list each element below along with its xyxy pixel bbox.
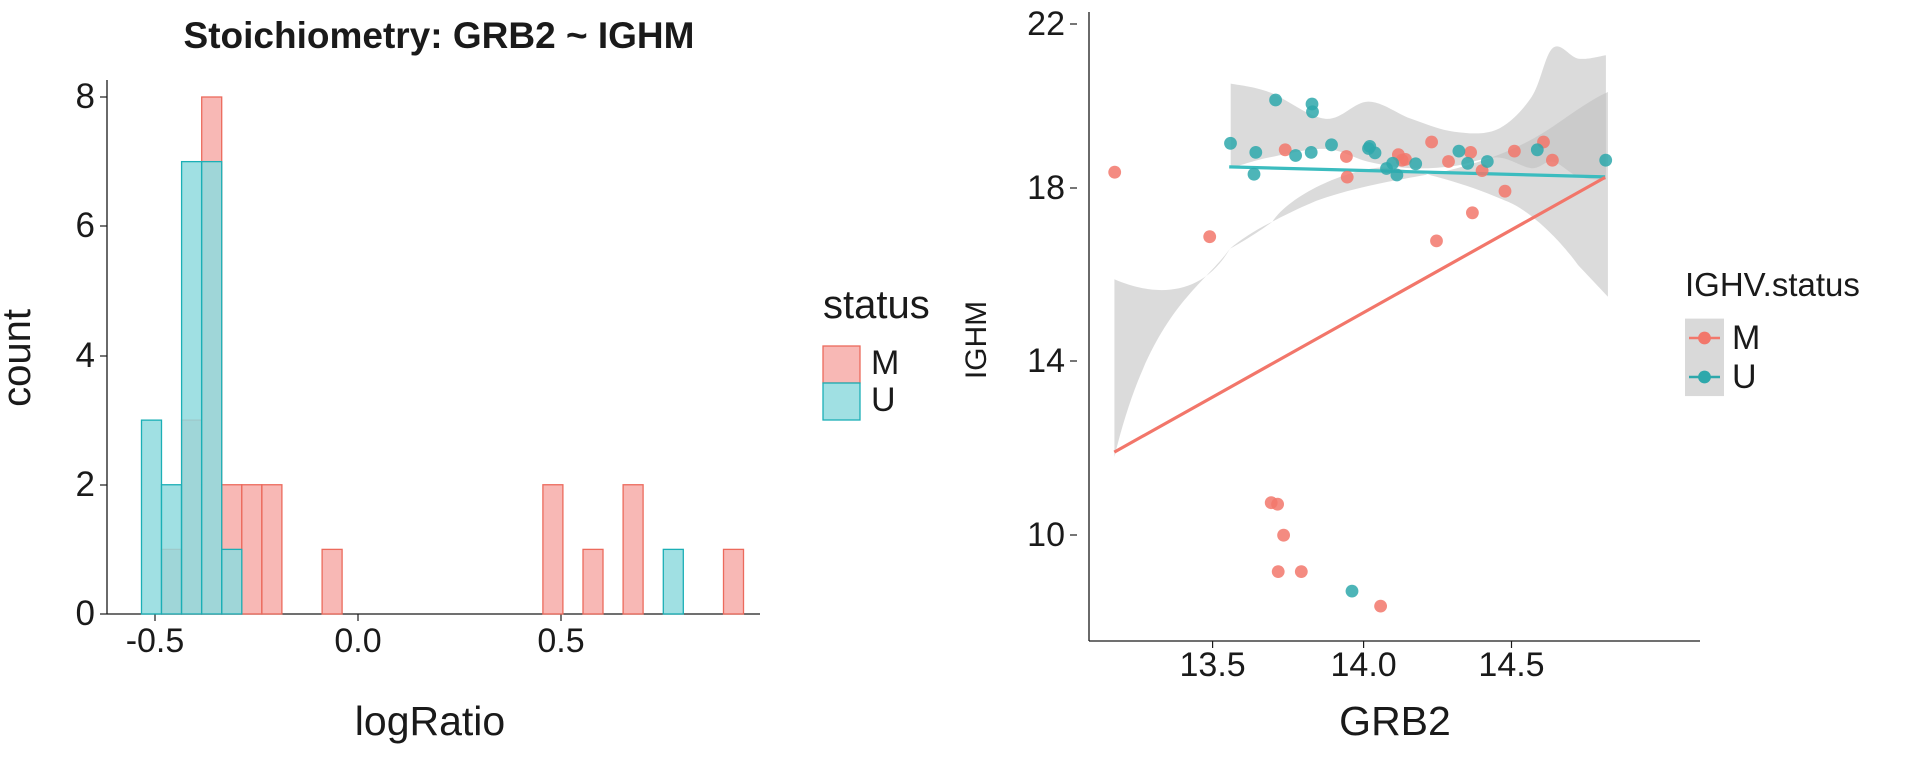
svg-text:Stoichiometry: GRB2 ~ IGHM: Stoichiometry: GRB2 ~ IGHM xyxy=(184,15,695,56)
svg-text:18: 18 xyxy=(1027,169,1065,207)
svg-text:0.0: 0.0 xyxy=(334,622,381,660)
svg-text:4: 4 xyxy=(76,336,95,375)
svg-text:14.0: 14.0 xyxy=(1331,646,1397,684)
svg-text:logRatio: logRatio xyxy=(355,698,505,744)
svg-text:-0.5: -0.5 xyxy=(126,622,185,660)
svg-text:0: 0 xyxy=(76,594,95,633)
svg-text:count: count xyxy=(0,309,39,407)
svg-text:6: 6 xyxy=(76,206,95,245)
svg-text:U: U xyxy=(1732,358,1757,396)
svg-text:IGHV.status: IGHV.status xyxy=(1685,266,1860,303)
svg-text:M: M xyxy=(1732,319,1760,357)
svg-text:8: 8 xyxy=(76,77,95,116)
svg-text:0.5: 0.5 xyxy=(537,622,584,660)
svg-text:GRB2: GRB2 xyxy=(1339,698,1451,744)
svg-text:status: status xyxy=(823,283,930,327)
svg-text:U: U xyxy=(871,381,896,419)
svg-text:13.5: 13.5 xyxy=(1180,646,1246,684)
svg-text:22: 22 xyxy=(1027,5,1065,43)
svg-text:IGHM: IGHM xyxy=(960,301,993,379)
svg-text:14: 14 xyxy=(1027,342,1065,380)
svg-text:M: M xyxy=(871,344,899,382)
svg-text:2: 2 xyxy=(76,465,95,504)
svg-text:14.5: 14.5 xyxy=(1478,646,1544,684)
svg-text:10: 10 xyxy=(1027,516,1065,554)
